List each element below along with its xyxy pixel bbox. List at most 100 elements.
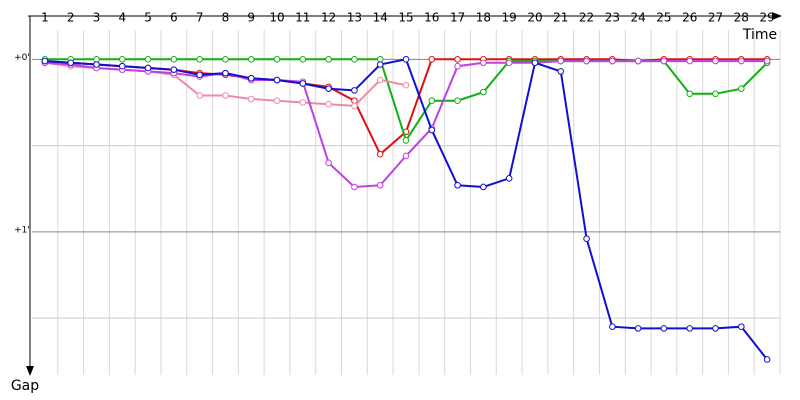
series-point xyxy=(325,85,332,92)
x-tick-label: 19 xyxy=(502,11,517,25)
x-tick-label: 13 xyxy=(347,11,362,25)
series-point xyxy=(325,100,332,108)
series-point xyxy=(376,150,384,158)
series-point xyxy=(583,235,590,243)
x-tick-label: 5 xyxy=(144,11,152,25)
x-tick-label: 7 xyxy=(196,11,204,25)
series-point xyxy=(351,183,358,191)
series-point xyxy=(738,85,745,92)
series-point xyxy=(222,56,229,63)
x-tick-label: 26 xyxy=(682,11,697,25)
x-tick-label: 18 xyxy=(476,11,491,25)
x-tick-label: 20 xyxy=(527,11,542,25)
series-line xyxy=(44,58,768,361)
series-point xyxy=(247,95,255,103)
x-tick-label: 4 xyxy=(118,11,126,25)
series-point xyxy=(325,56,332,63)
series-point xyxy=(454,56,461,63)
series-point xyxy=(376,61,384,68)
x-tick-label: 1 xyxy=(41,11,49,25)
series-point xyxy=(41,57,49,65)
y-tick-label: +0' xyxy=(14,53,30,63)
series-point xyxy=(376,181,384,189)
series-point xyxy=(480,88,487,96)
series-point xyxy=(222,69,229,77)
series-point xyxy=(763,356,771,363)
series-point xyxy=(273,97,281,105)
series-point xyxy=(712,325,719,332)
series-point xyxy=(325,159,332,167)
x-tick-label: 15 xyxy=(398,11,413,25)
x-arrow xyxy=(772,12,782,20)
series-point xyxy=(428,97,436,105)
series-point xyxy=(299,56,307,63)
series-point xyxy=(67,59,74,67)
x-tick-label: 23 xyxy=(605,11,620,25)
y-axis-label: Gap xyxy=(11,378,39,394)
series-point xyxy=(712,90,719,98)
series-point xyxy=(351,56,358,63)
x-tick-label: 6 xyxy=(170,11,178,25)
x-tick-label: 2 xyxy=(67,11,75,25)
x-tick-label: 22 xyxy=(579,11,594,25)
series-point xyxy=(299,99,307,106)
series-line xyxy=(44,60,768,189)
series-point xyxy=(144,56,152,63)
series-point xyxy=(738,323,745,331)
x-tick-label: 8 xyxy=(222,11,230,25)
x-tick-label: 27 xyxy=(708,11,723,25)
series-point xyxy=(634,325,642,332)
series-point xyxy=(222,92,229,99)
x-tick-label: 14 xyxy=(373,11,388,25)
series-point xyxy=(351,102,358,110)
series-point xyxy=(376,76,384,84)
series-point xyxy=(118,62,126,70)
series-point xyxy=(738,57,745,65)
x-tick-label: 3 xyxy=(93,11,101,25)
series-point xyxy=(454,97,461,105)
series-point xyxy=(118,56,126,63)
series-point xyxy=(557,57,565,65)
series-point xyxy=(505,59,513,67)
series-point xyxy=(428,56,436,63)
series-point xyxy=(402,81,410,89)
series-point xyxy=(351,87,358,94)
x-tick-label: 25 xyxy=(656,11,671,25)
x-tick-label: 10 xyxy=(269,11,284,25)
series-point xyxy=(170,56,178,63)
series-point xyxy=(505,175,513,182)
x-tick-label: 9 xyxy=(247,11,255,25)
series-point xyxy=(686,325,694,332)
series-point xyxy=(196,71,203,79)
series-point xyxy=(557,68,565,75)
series-point xyxy=(609,323,616,331)
x-tick-label: 28 xyxy=(734,11,749,25)
series-point xyxy=(170,66,178,73)
y-arrow xyxy=(26,366,34,376)
series-point xyxy=(144,64,152,72)
x-tick-label: 21 xyxy=(553,11,568,25)
series-point xyxy=(299,80,307,87)
series-point xyxy=(660,325,668,332)
series-point xyxy=(686,57,694,65)
series-point xyxy=(454,62,461,70)
series-point xyxy=(428,126,436,134)
series-point xyxy=(247,75,255,82)
series-point xyxy=(634,57,642,65)
series-point xyxy=(531,59,539,67)
series-point xyxy=(402,152,410,160)
series-point xyxy=(480,183,487,191)
series-point xyxy=(273,56,281,63)
series-point xyxy=(583,57,590,65)
x-tick-label: 29 xyxy=(759,11,774,25)
series-point xyxy=(196,92,203,99)
x-tick-label: 16 xyxy=(424,11,439,25)
series-point xyxy=(480,59,487,67)
series-point xyxy=(686,90,694,98)
series-point xyxy=(93,61,100,68)
series-point xyxy=(763,57,771,65)
x-axis-label: Time xyxy=(742,27,777,43)
y-tick-label: +1' xyxy=(14,225,30,235)
series-point xyxy=(454,181,461,189)
